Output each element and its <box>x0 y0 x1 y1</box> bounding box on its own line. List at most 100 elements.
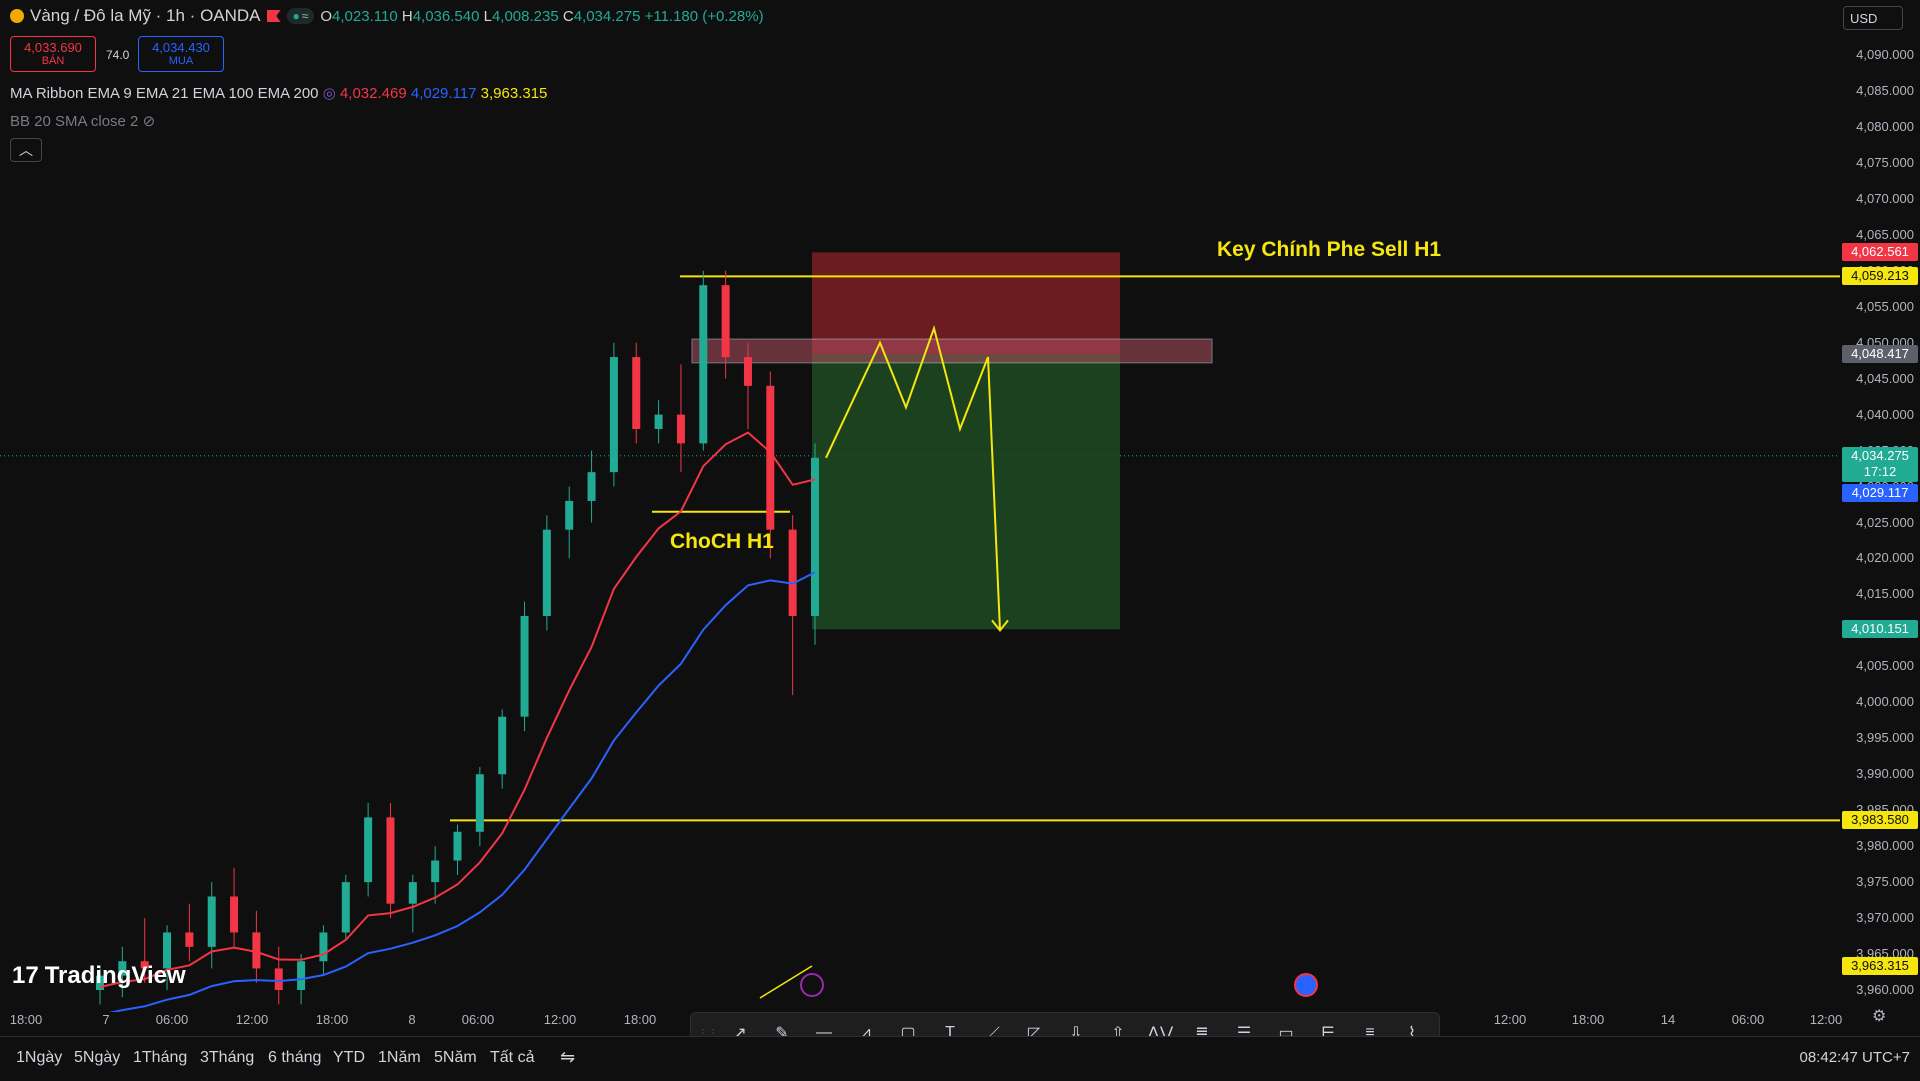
price-tick: 4,000.000 <box>1856 694 1914 710</box>
settings-gear-icon[interactable]: ⚙ <box>1872 1008 1887 1025</box>
flag-icon[interactable] <box>266 10 281 22</box>
range-button[interactable]: 5Năm <box>434 1049 477 1066</box>
price-tick: 4,065.000 <box>1856 226 1914 242</box>
supply-zone-rect <box>691 338 1213 364</box>
time-tick: 18:00 <box>315 1012 349 1027</box>
symbol-title[interactable]: Vàng / Đô la Mỹ · 1h · OANDA <box>30 6 261 25</box>
candle-body <box>408 882 417 904</box>
candle-body <box>520 616 529 717</box>
lines-alt-icon[interactable]: ≡ <box>1365 1024 1375 1041</box>
candle-body <box>386 817 395 904</box>
time-axis[interactable]: 18:00 7 06:00 12:00 18:00 8 06:00 12:00 18:00 12:… <box>0 1012 1843 1036</box>
price-tick: 3,970.000 <box>1856 910 1914 926</box>
time-tick: 8 <box>408 1012 416 1027</box>
range-button[interactable]: 6 tháng <box>268 1049 322 1066</box>
path-icon[interactable]: ⩘ <box>861 1024 871 1041</box>
candle-body <box>341 882 350 933</box>
time-tick: 12:00 <box>235 1012 269 1027</box>
time-tick: 06:00 <box>461 1012 495 1027</box>
time-tick: 12:00 <box>543 1012 577 1027</box>
range-button[interactable]: Tất cả <box>490 1049 535 1066</box>
candle-body <box>475 774 484 832</box>
candle-body <box>766 385 775 530</box>
range-button[interactable]: 5Ngày <box>74 1049 121 1066</box>
candle-body <box>319 932 328 962</box>
elliott-wave-icon[interactable]: ⌇ <box>1408 1025 1416 1042</box>
price-axis[interactable]: 4,090.000 4,085.000 4,080.000 4,075.000 4,07… <box>1840 0 1920 1012</box>
candle-body <box>743 357 752 386</box>
date-range-icon[interactable]: ⇋ <box>560 1047 576 1067</box>
tradingview-logo: 17 TradingView <box>12 962 186 989</box>
price-label-ema21: 4,029.117 <box>1842 483 1918 502</box>
candle-body <box>721 285 730 358</box>
range-button[interactable]: 1Tháng <box>133 1049 188 1066</box>
collapse-legend-button[interactable]: ︿ <box>10 138 42 162</box>
candle-body <box>431 860 440 883</box>
chevron-up-icon: ︿ <box>19 142 33 158</box>
candle-body <box>587 472 596 501</box>
ema-fast-line <box>99 431 816 989</box>
buy-label: MUA <box>168 55 194 67</box>
candle-body <box>565 500 574 530</box>
reward-zone <box>812 354 1120 630</box>
candle-body <box>207 896 216 947</box>
candle-body <box>163 932 172 969</box>
time-tick: 06:00 <box>155 1012 189 1027</box>
buy-button[interactable]: 4,034.430 MUA <box>138 36 224 72</box>
price-tick: 4,075.000 <box>1856 154 1914 170</box>
candle-body <box>811 457 819 616</box>
price-tick: 4,070.000 <box>1856 190 1914 206</box>
price-tick: 3,975.000 <box>1856 874 1914 890</box>
candle-body <box>654 414 663 429</box>
candle-body <box>140 961 149 969</box>
candle-body <box>542 529 551 616</box>
text-icon[interactable]: T <box>945 1024 955 1041</box>
choch-label[interactable]: ChoCH H1 <box>670 530 774 553</box>
candle-body <box>230 896 239 933</box>
market-status-pill[interactable]: ● ≈ <box>286 8 315 24</box>
candle-body <box>364 817 373 883</box>
candle-body <box>274 968 283 990</box>
buy-price: 4,034.430 <box>152 40 210 55</box>
range-button[interactable]: 1Năm <box>378 1049 421 1066</box>
candle-body <box>185 932 194 947</box>
candle-body <box>632 357 641 429</box>
sell-button[interactable]: 4,033.690 BÁN <box>10 36 96 72</box>
candle-body <box>297 961 306 990</box>
time-tick: 12:00 <box>1493 1012 1527 1027</box>
time-tick: 18:00 <box>623 1012 657 1027</box>
hidden-eye-icon[interactable]: ⊘ <box>142 113 156 130</box>
grip-icon[interactable]: ⋮⋮ <box>698 1027 718 1039</box>
price-tick: 4,015.000 <box>1856 586 1914 602</box>
tv-icon: 17 <box>12 962 39 989</box>
range-button[interactable]: 1Ngày <box>16 1049 63 1066</box>
candle-body <box>699 285 708 444</box>
price-tick: 3,980.000 <box>1856 838 1914 854</box>
price-label-tp-high: 4,062.561 <box>1842 243 1918 262</box>
price-tick: 4,040.000 <box>1856 406 1914 422</box>
candle-body <box>676 414 685 444</box>
price-label-last: 4,034.275 17:12 <box>1842 446 1918 482</box>
price-tick: 4,080.000 <box>1856 118 1914 134</box>
price-tick: 4,005.000 <box>1856 658 1914 674</box>
sell-price: 4,033.690 <box>24 40 82 55</box>
currency-selector[interactable]: USD <box>1843 6 1903 30</box>
indicator-ma-ribbon[interactable]: MA Ribbon EMA 9 EMA 21 EMA 100 EMA 200 ◎… <box>10 85 548 102</box>
range-button[interactable]: YTD <box>333 1049 365 1066</box>
spread-value: 74.0 <box>106 48 130 62</box>
bottom-range-bar: 1Ngày 5Ngày 1Tháng 3Tháng 6 tháng YTD 1Năm 5Năm… <box>0 1036 1920 1081</box>
trend-drawing <box>759 965 813 999</box>
time-tick: 12:00 <box>1809 1012 1843 1027</box>
indicator-bb[interactable]: BB 20 SMA close 2 ⊘ <box>10 113 156 130</box>
price-tick: 4,045.000 <box>1856 370 1914 386</box>
key-sell-label[interactable]: Key Chính Phe Sell H1 <box>1217 238 1442 261</box>
price-label-key-line: 4,059.213 <box>1842 267 1918 286</box>
price-tick: 4,055.000 <box>1856 298 1914 314</box>
range-button[interactable]: 3Tháng <box>200 1049 255 1066</box>
projection-path <box>825 324 1001 631</box>
symbol-legend: Vàng / Đô la Mỹ · 1h · OANDA ● ≈ O4,023.1… <box>10 6 764 26</box>
clock[interactable]: 08:42:47 UTC+7 <box>1799 1049 1911 1066</box>
candle-body <box>118 961 127 976</box>
time-tick: 06:00 <box>1731 1012 1765 1027</box>
chart-canvas[interactable] <box>0 0 1840 1012</box>
